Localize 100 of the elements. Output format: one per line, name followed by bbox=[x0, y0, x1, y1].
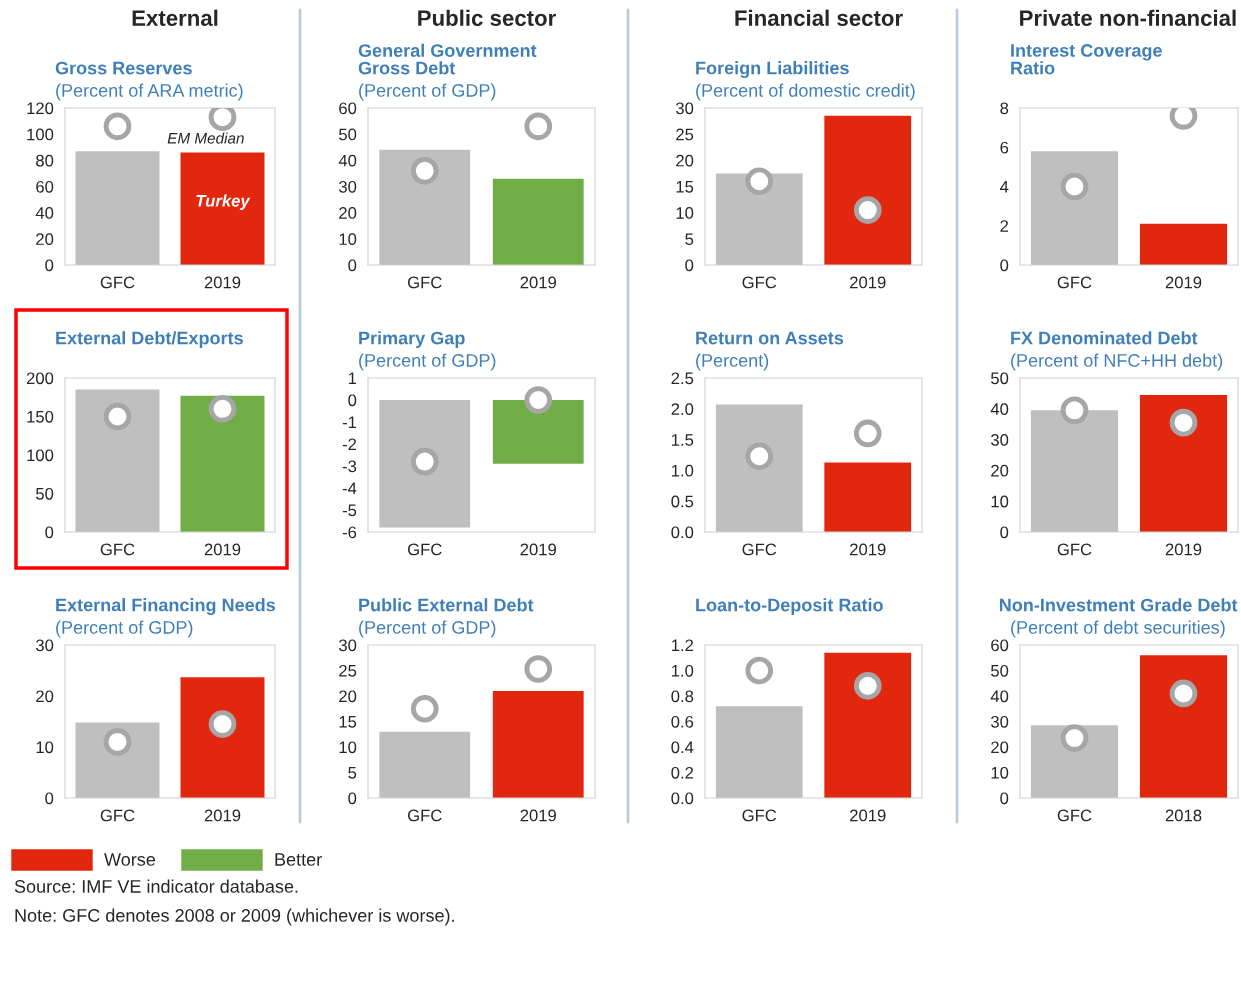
y-axis-title: (Percent of domestic credit) bbox=[696, 83, 915, 101]
y-tick-label: 20 bbox=[36, 233, 54, 246]
chart-subtitle: Foreign Liabilities bbox=[696, 61, 849, 78]
y-tick-label: 10 bbox=[991, 495, 1009, 508]
y-tick-label: 2 bbox=[1000, 220, 1009, 232]
y-tick-label: 0.8 bbox=[671, 690, 694, 703]
y-tick-label: 0 bbox=[1000, 792, 1009, 805]
x-tick-label: GFC bbox=[742, 543, 777, 556]
y-tick-label: 50 bbox=[339, 128, 357, 141]
y-tick-label: 10 bbox=[36, 741, 54, 754]
y-tick-label: 8 bbox=[1000, 102, 1009, 115]
category-label: Better bbox=[275, 853, 322, 866]
x-tick-label: GFC bbox=[100, 276, 135, 289]
y-tick-label: 1.2 bbox=[671, 639, 694, 652]
y-tick-label: 40 bbox=[35, 207, 54, 219]
y-axis-title: (Percent of GDP) bbox=[359, 353, 496, 371]
y-tick-label: 40 bbox=[990, 403, 1009, 415]
y-tick-label: 15 bbox=[339, 716, 357, 728]
y-tick-label: 15 bbox=[676, 181, 694, 193]
y-tick-label: 30 bbox=[990, 715, 1009, 728]
x-tick-label: 2019 bbox=[204, 543, 241, 556]
y-tick-label: 0 bbox=[348, 259, 357, 272]
x-tick-label: 2019 bbox=[1165, 543, 1202, 556]
x-tick-label: GFC bbox=[100, 543, 135, 556]
text: Note: GFC denotes 2008 or 2009 (whichever is worse). bbox=[15, 908, 454, 926]
y-tick-label: 10 bbox=[991, 766, 1009, 779]
y-tick-label: 0 bbox=[1000, 259, 1009, 272]
chart-title: Private non-financial bbox=[1020, 9, 1236, 26]
y-tick-label: 0 bbox=[1000, 526, 1009, 539]
y-tick-label: 60 bbox=[339, 102, 357, 115]
chart-subtitle: Interest Coverage Ratio bbox=[1011, 44, 1162, 75]
y-tick-label: 60 bbox=[36, 180, 54, 193]
y-tick-label: 25 bbox=[676, 128, 694, 141]
y-tick-label: 2.5 bbox=[671, 372, 694, 385]
x-tick-label: 2019 bbox=[204, 809, 241, 822]
annotation: EM Median bbox=[167, 132, 244, 144]
y-tick-label: 5 bbox=[348, 767, 357, 779]
y-tick-label: 0.4 bbox=[671, 741, 694, 754]
chart-subtitle: Gross Reserves bbox=[55, 61, 192, 75]
y-tick-label: 150 bbox=[27, 410, 54, 423]
y-tick-label: 60 bbox=[991, 639, 1009, 652]
y-tick-label: 6 bbox=[1000, 141, 1009, 154]
y-tick-label: 50 bbox=[36, 487, 54, 500]
y-tick-label: 0 bbox=[45, 526, 54, 539]
y-tick-label: 2.0 bbox=[671, 403, 694, 415]
y-axis-title: (Percent of ARA metric) bbox=[56, 83, 243, 101]
y-tick-label: 1.5 bbox=[671, 434, 694, 446]
chart-subtitle: External Financing Needs bbox=[56, 598, 275, 615]
y-axis-title: (Percent of GDP) bbox=[359, 620, 496, 638]
y-tick-label: 40 bbox=[338, 154, 357, 167]
y-tick-label: 80 bbox=[36, 154, 54, 167]
x-tick-label: 2019 bbox=[1165, 276, 1202, 289]
chart-subtitle: Return on Assets bbox=[696, 331, 844, 345]
y-tick-label: -5 bbox=[342, 504, 357, 517]
y-tick-label: 0.0 bbox=[671, 526, 694, 539]
chart-subtitle: Loan-to-Deposit Ratio bbox=[696, 598, 883, 615]
chart-subtitle: Public External Debt bbox=[359, 598, 534, 612]
y-tick-label: 50 bbox=[991, 372, 1009, 385]
y-tick-label: 40 bbox=[990, 690, 1009, 703]
y-tick-label: 0 bbox=[348, 792, 357, 805]
y-tick-label: 1.0 bbox=[671, 464, 694, 477]
y-tick-label: 25 bbox=[339, 664, 357, 677]
y-tick-label: 0.6 bbox=[671, 715, 694, 728]
y-tick-label: 5 bbox=[685, 233, 694, 246]
x-tick-label: GFC bbox=[408, 809, 442, 822]
y-tick-label: 30 bbox=[338, 180, 357, 193]
y-tick-label: 20 bbox=[339, 207, 357, 219]
chart-subtitle: External Debt/Exports bbox=[56, 331, 243, 348]
y-tick-label: 1.0 bbox=[671, 664, 694, 677]
chart-subtitle: Non-Investment Grade Debt bbox=[999, 598, 1238, 612]
y-tick-label: 30 bbox=[338, 639, 357, 652]
y-tick-label: 0.2 bbox=[671, 766, 694, 779]
chart-subtitle: General Government Gross Debt bbox=[358, 43, 537, 75]
y-tick-label: 100 bbox=[27, 449, 54, 462]
y-axis-title: (Percent of debt securities) bbox=[1011, 620, 1225, 638]
x-tick-label: GFC bbox=[742, 809, 777, 822]
y-axis-title: (Percent of GDP) bbox=[56, 620, 193, 638]
y-tick-label: 10 bbox=[339, 233, 357, 246]
x-tick-label: 2019 bbox=[850, 276, 886, 289]
annotation: Turkey bbox=[196, 194, 251, 210]
y-axis-title: (Percent) bbox=[696, 353, 769, 371]
y-axis-title: (Percent of GDP) bbox=[359, 83, 496, 101]
x-tick-label: GFC bbox=[408, 276, 442, 289]
x-tick-label: GFC bbox=[742, 276, 777, 289]
y-tick-label: -1 bbox=[342, 416, 357, 429]
x-tick-label: GFC bbox=[100, 809, 135, 822]
y-tick-label: 30 bbox=[675, 102, 694, 115]
y-tick-label: -2 bbox=[342, 438, 357, 451]
y-tick-label: 10 bbox=[339, 741, 357, 754]
x-tick-label: 2018 bbox=[1165, 809, 1202, 822]
y-tick-label: 1 bbox=[348, 372, 357, 385]
y-tick-label: 4 bbox=[1000, 181, 1009, 193]
y-tick-label: 20 bbox=[991, 464, 1009, 477]
y-tick-label: 20 bbox=[676, 154, 694, 167]
x-tick-label: GFC bbox=[1057, 276, 1092, 289]
y-tick-label: 10 bbox=[676, 207, 694, 219]
y-tick-label: -4 bbox=[342, 482, 357, 495]
chart-title: External bbox=[132, 9, 218, 26]
y-tick-label: 200 bbox=[26, 372, 54, 385]
y-tick-label: 50 bbox=[991, 664, 1009, 677]
